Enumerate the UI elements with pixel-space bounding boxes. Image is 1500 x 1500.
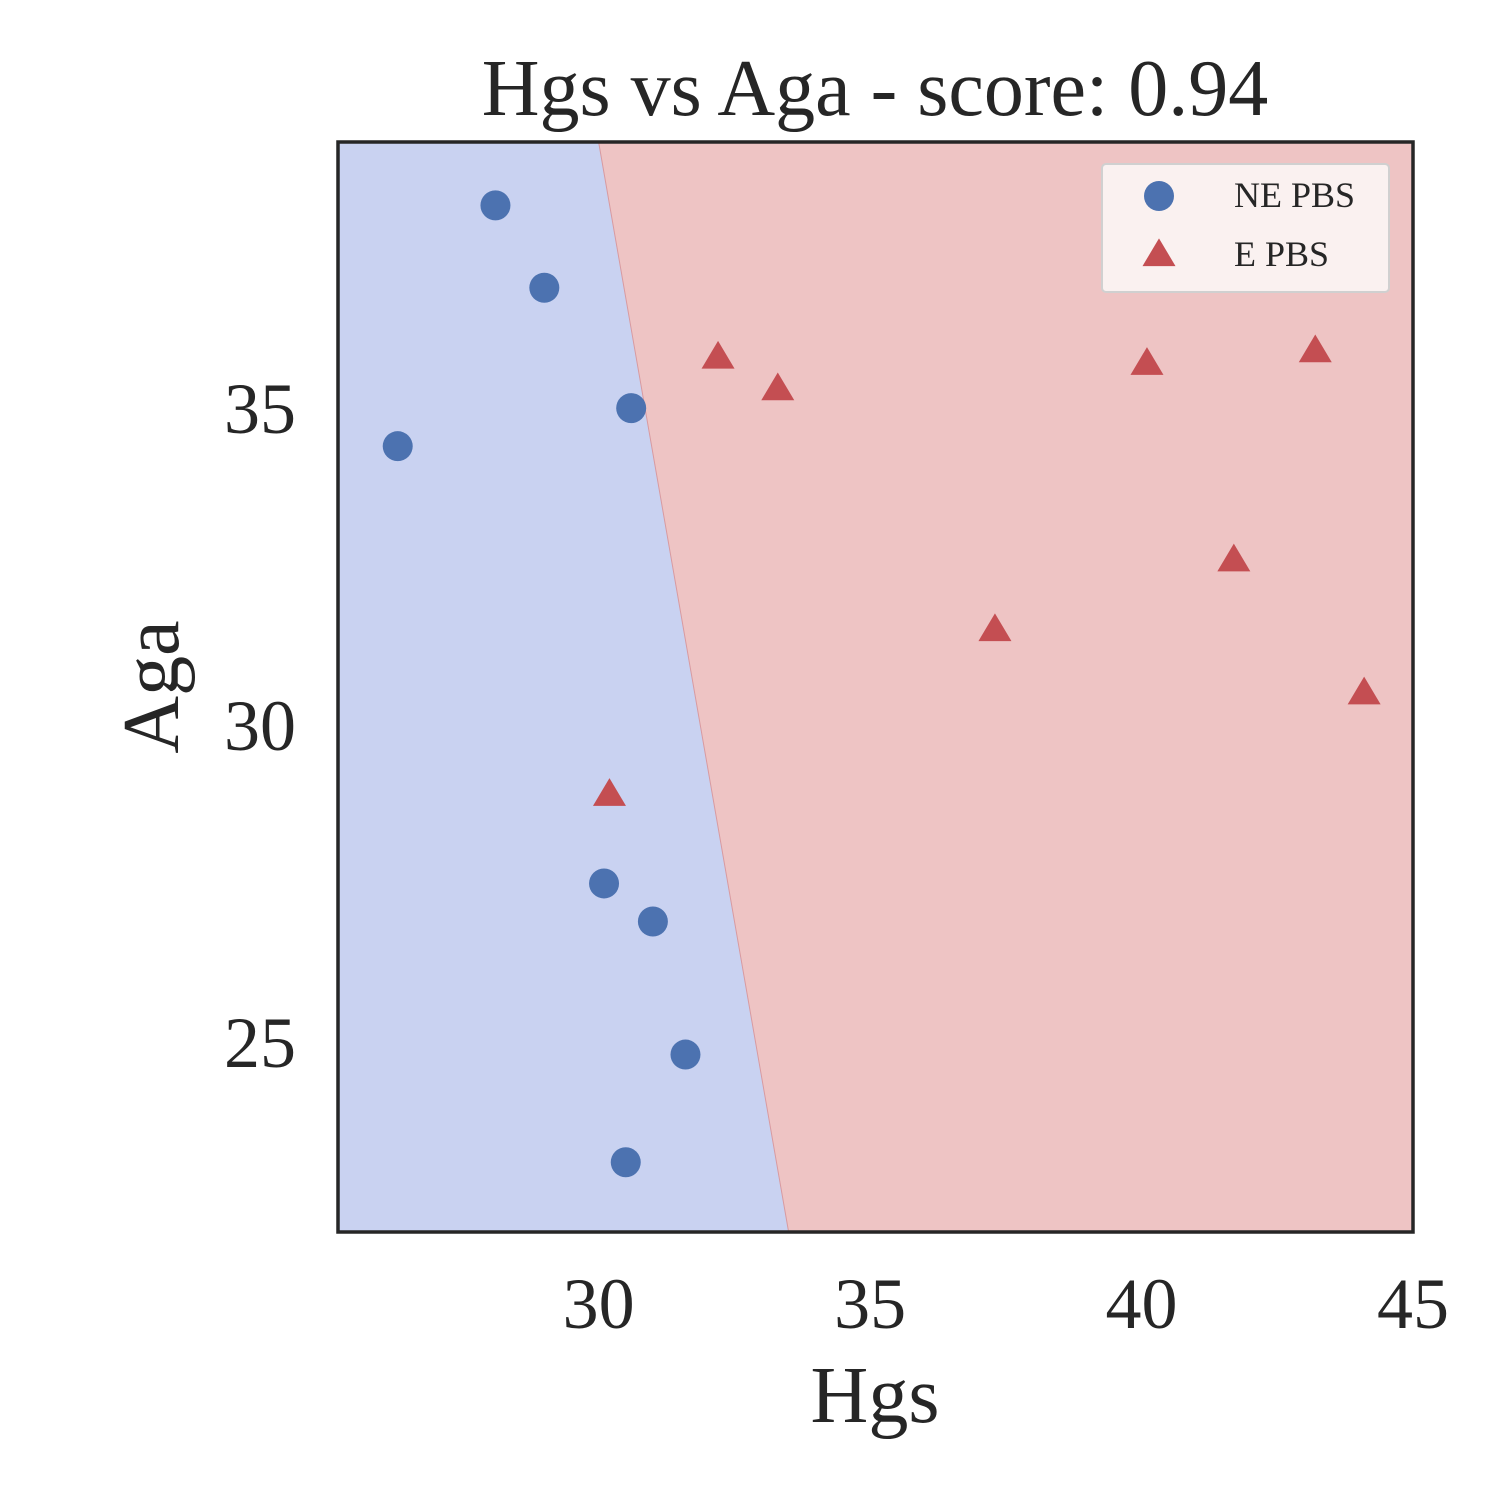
data-point-circle [529, 272, 560, 303]
x-tick-label: 30 [563, 1264, 635, 1344]
x-tick-label: 35 [834, 1264, 906, 1344]
y-tick-label: 30 [224, 686, 296, 766]
data-point-circle [616, 393, 647, 424]
x-axis-label: Hgs [811, 1352, 940, 1440]
axes-frame [336, 140, 1415, 1234]
x-tick-label: 45 [1377, 1264, 1449, 1344]
legend: NE PBS E PBS [1101, 163, 1390, 293]
data-point-circle [589, 868, 620, 899]
data-point-triangle [1298, 334, 1332, 363]
y-tick-label: 35 [224, 369, 296, 449]
data-point-triangle [1130, 347, 1164, 375]
data-point-triangle [701, 340, 735, 369]
data-point-triangle [1347, 676, 1381, 705]
data-point-circle [610, 1147, 641, 1178]
data-point-circle [637, 906, 668, 937]
axes: 30 35 40 45 25 30 35 [224, 140, 1449, 1344]
series-e-pbs [592, 334, 1381, 806]
data-point-triangle [1217, 543, 1251, 572]
decision-boundary [598, 141, 790, 1233]
legend-label: E PBS [1234, 234, 1329, 274]
region-ne-pbs [338, 142, 789, 1232]
data-point-triangle [761, 372, 795, 401]
plot-area [338, 141, 1413, 1233]
legend-marker-triangle [1142, 238, 1176, 267]
legend-marker-circle [1144, 181, 1174, 211]
data-point-circle [480, 190, 511, 221]
y-tick-label: 25 [224, 1003, 296, 1083]
data-point-triangle [592, 778, 626, 806]
x-tick-label: 40 [1106, 1264, 1178, 1344]
region-e-pbs [598, 142, 1413, 1232]
y-axis-label: Aga [108, 620, 196, 753]
data-point-triangle [978, 613, 1012, 642]
legend-label: NE PBS [1234, 175, 1355, 215]
data-point-circle [670, 1039, 701, 1070]
series-ne-pbs [382, 190, 701, 1178]
data-point-circle [382, 431, 413, 462]
chart-title: Hgs vs Aga - score: 0.94 [482, 45, 1269, 133]
